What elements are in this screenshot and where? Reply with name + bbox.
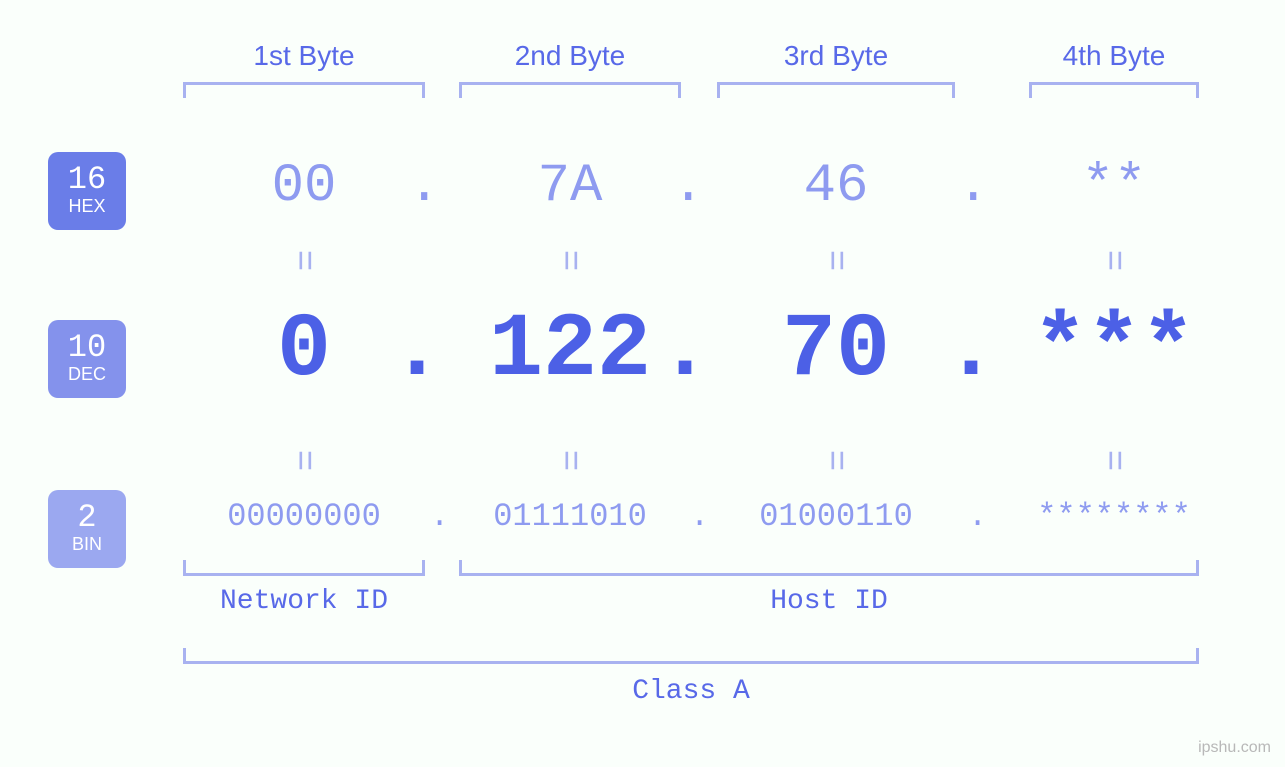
bin-byte-3: 01000110 bbox=[717, 498, 955, 535]
eq-hex-dec-2: = bbox=[548, 250, 589, 272]
byte-bracket-top-4 bbox=[1029, 82, 1199, 98]
byte-bracket-top-3 bbox=[717, 82, 955, 98]
eq-hex-dec-4: = bbox=[1092, 250, 1133, 272]
badge-base-number: 16 bbox=[68, 164, 106, 196]
badge-base-number: 10 bbox=[68, 332, 106, 364]
network-id-label: Network ID bbox=[183, 586, 425, 617]
dec-byte-4: *** bbox=[1029, 300, 1199, 402]
dec-byte-1: 0 bbox=[183, 300, 425, 402]
hex-dot-2: . bbox=[672, 156, 704, 217]
bin-byte-2: 01111010 bbox=[459, 498, 681, 535]
bin-dot-2: . bbox=[690, 498, 709, 535]
badge-base-number: 2 bbox=[77, 502, 96, 534]
badge-base-label: DEC bbox=[68, 364, 106, 386]
hex-byte-3: 46 bbox=[717, 156, 955, 217]
host-id-bracket bbox=[459, 560, 1199, 576]
hex-byte-2: 7A bbox=[459, 156, 681, 217]
dec-byte-2: 122 bbox=[459, 300, 681, 402]
byte-header-2: 2nd Byte bbox=[459, 40, 681, 72]
badge-hex: 16HEX bbox=[48, 152, 126, 230]
badge-bin: 2BIN bbox=[48, 490, 126, 568]
eq-dec-bin-1: = bbox=[282, 450, 323, 472]
byte-header-4: 4th Byte bbox=[1029, 40, 1199, 72]
hex-dot-3: . bbox=[957, 156, 989, 217]
badge-dec: 10DEC bbox=[48, 320, 126, 398]
bin-byte-1: 00000000 bbox=[183, 498, 425, 535]
bin-byte-4: ******** bbox=[1029, 498, 1199, 535]
eq-dec-bin-2: = bbox=[548, 450, 589, 472]
class-label: Class A bbox=[183, 676, 1199, 707]
eq-dec-bin-3: = bbox=[814, 450, 855, 472]
badge-base-label: BIN bbox=[72, 534, 102, 556]
hex-byte-1: 00 bbox=[183, 156, 425, 217]
dec-dot-1: . bbox=[390, 300, 444, 402]
badge-base-label: HEX bbox=[68, 196, 105, 218]
class-bracket bbox=[183, 648, 1199, 664]
host-id-label: Host ID bbox=[459, 586, 1199, 617]
dec-dot-2: . bbox=[658, 300, 712, 402]
hex-byte-4: ** bbox=[1029, 156, 1199, 217]
byte-bracket-top-2 bbox=[459, 82, 681, 98]
eq-hex-dec-1: = bbox=[282, 250, 323, 272]
bin-dot-3: . bbox=[968, 498, 987, 535]
eq-dec-bin-4: = bbox=[1092, 450, 1133, 472]
byte-bracket-top-1 bbox=[183, 82, 425, 98]
dec-dot-3: . bbox=[944, 300, 998, 402]
byte-header-1: 1st Byte bbox=[183, 40, 425, 72]
byte-header-3: 3rd Byte bbox=[717, 40, 955, 72]
dec-byte-3: 70 bbox=[717, 300, 955, 402]
hex-dot-1: . bbox=[408, 156, 440, 217]
eq-hex-dec-3: = bbox=[814, 250, 855, 272]
network-id-bracket bbox=[183, 560, 425, 576]
watermark: ipshu.com bbox=[1198, 739, 1271, 757]
bin-dot-1: . bbox=[430, 498, 449, 535]
